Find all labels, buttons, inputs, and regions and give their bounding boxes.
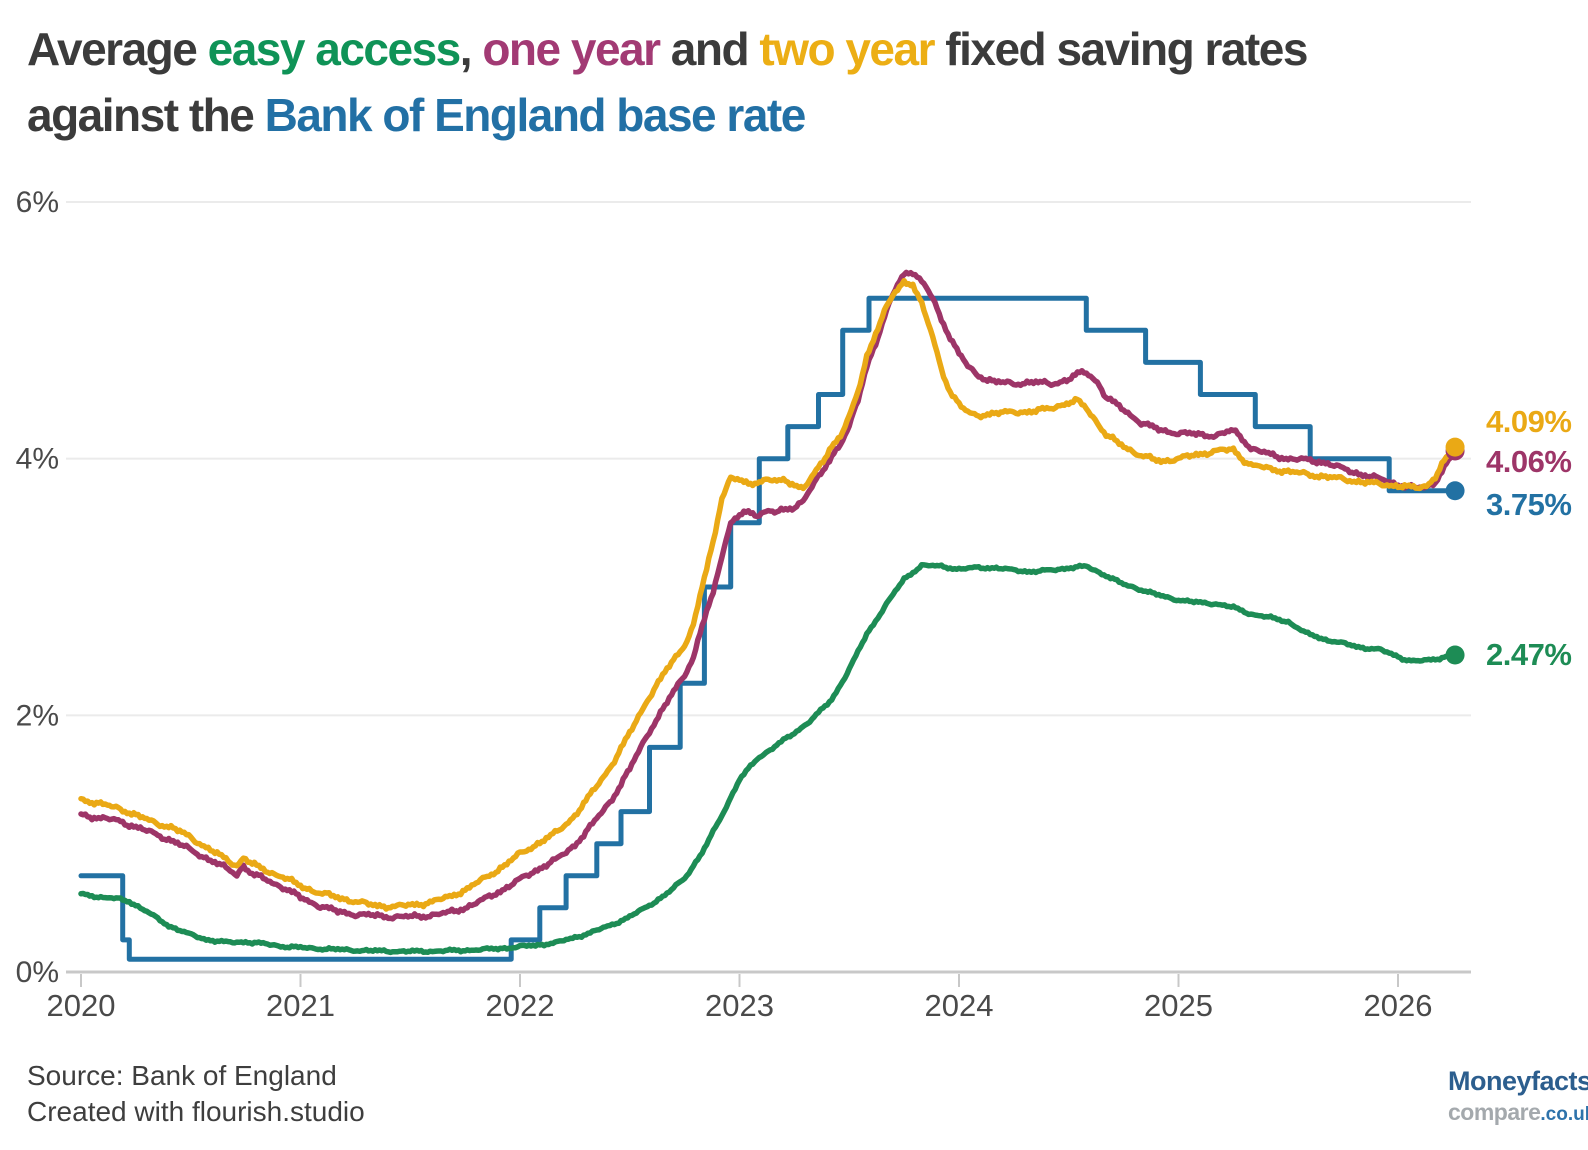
moneyfacts-logo: Moneyfacts compare.co.uk <box>1448 1068 1588 1129</box>
series-line-bank-of-england-base-rate <box>78 295 1458 962</box>
end-label-two-year: 4.09% <box>1486 404 1572 439</box>
title-segment: two year <box>759 23 935 75</box>
x-axis-label: 2023 <box>705 988 774 1023</box>
end-label-one-year: 4.06% <box>1486 444 1572 479</box>
title-segment: easy access <box>207 23 462 75</box>
y-axis-label: 0% <box>16 956 59 989</box>
title-segment: Average <box>27 23 208 75</box>
chart-footer: Source: Bank of England Created with flo… <box>27 1058 365 1130</box>
source-note: Source: Bank of England <box>27 1060 337 1091</box>
x-axis-label: 2022 <box>486 988 555 1023</box>
title-segment: fixed saving rates <box>934 23 1308 75</box>
credit-note: Created with flourish.studio <box>27 1096 365 1127</box>
series-end-dot <box>1445 645 1465 665</box>
title-segment: one year <box>482 23 661 75</box>
x-axis-label: 2024 <box>925 988 994 1023</box>
x-axis-label: 2025 <box>1144 988 1213 1023</box>
end-label-easy-access: 2.47% <box>1486 637 1572 672</box>
chart-title: Average easy access, one year and two ye… <box>27 16 1308 148</box>
series-line-average-easy-access-rate <box>78 561 1458 956</box>
logo-couk-text: .co.uk <box>1540 1104 1588 1125</box>
logo-moneyfacts-text: Moneyfacts <box>1448 1066 1588 1096</box>
x-axis-label: 2020 <box>47 988 116 1023</box>
x-axis-label: 2026 <box>1364 988 1433 1023</box>
series-line-average-two-year-fixed-rate <box>78 277 1458 912</box>
y-axis-label: 2% <box>16 699 59 732</box>
end-label-base-rate: 3.75% <box>1486 487 1572 522</box>
logo-compare-text: compare <box>1448 1099 1541 1125</box>
series-end-dot <box>1445 437 1465 457</box>
y-axis-label: 4% <box>16 443 59 476</box>
series-line-average-one-year-fixed-rate <box>78 269 1458 922</box>
series-end-dot <box>1445 481 1465 501</box>
title-segment: Bank of England base rate <box>264 89 807 141</box>
x-axis-label: 2021 <box>266 988 335 1023</box>
title-segment: and <box>659 23 760 75</box>
title-segment: , <box>459 23 483 75</box>
title-segment: against the <box>27 89 265 141</box>
y-axis-label: 6% <box>16 186 59 219</box>
